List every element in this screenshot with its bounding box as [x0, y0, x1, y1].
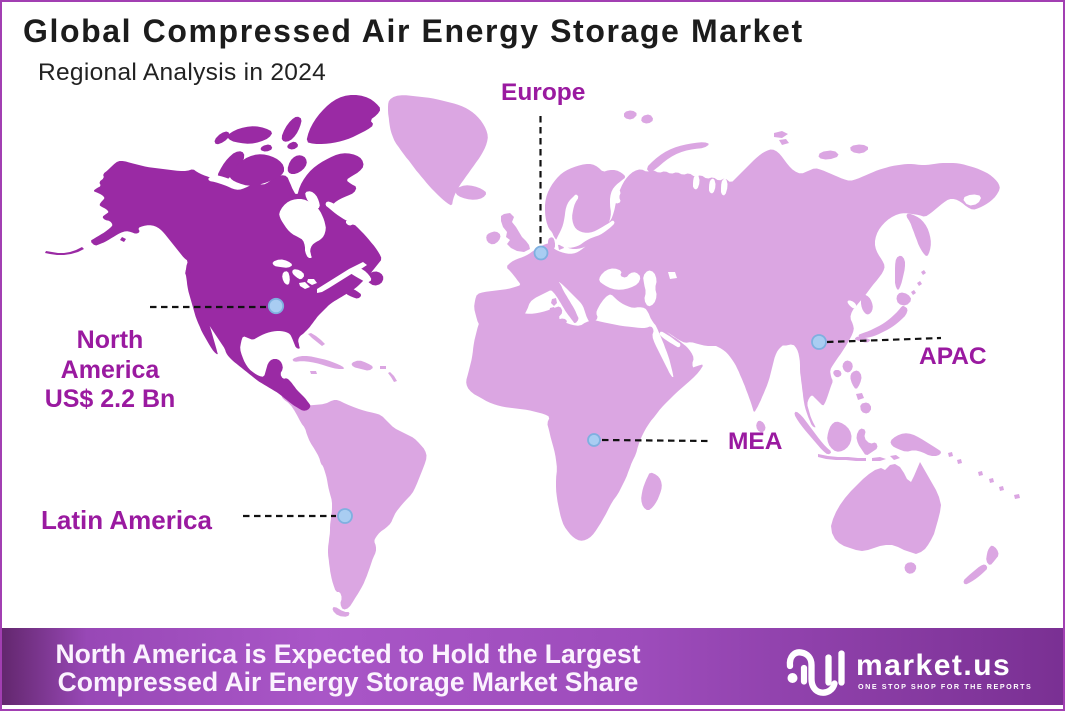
svg-text:market.us: market.us	[856, 649, 1011, 682]
svg-text:ONE STOP SHOP FOR THE REPORTS: ONE STOP SHOP FOR THE REPORTS	[858, 682, 1032, 691]
